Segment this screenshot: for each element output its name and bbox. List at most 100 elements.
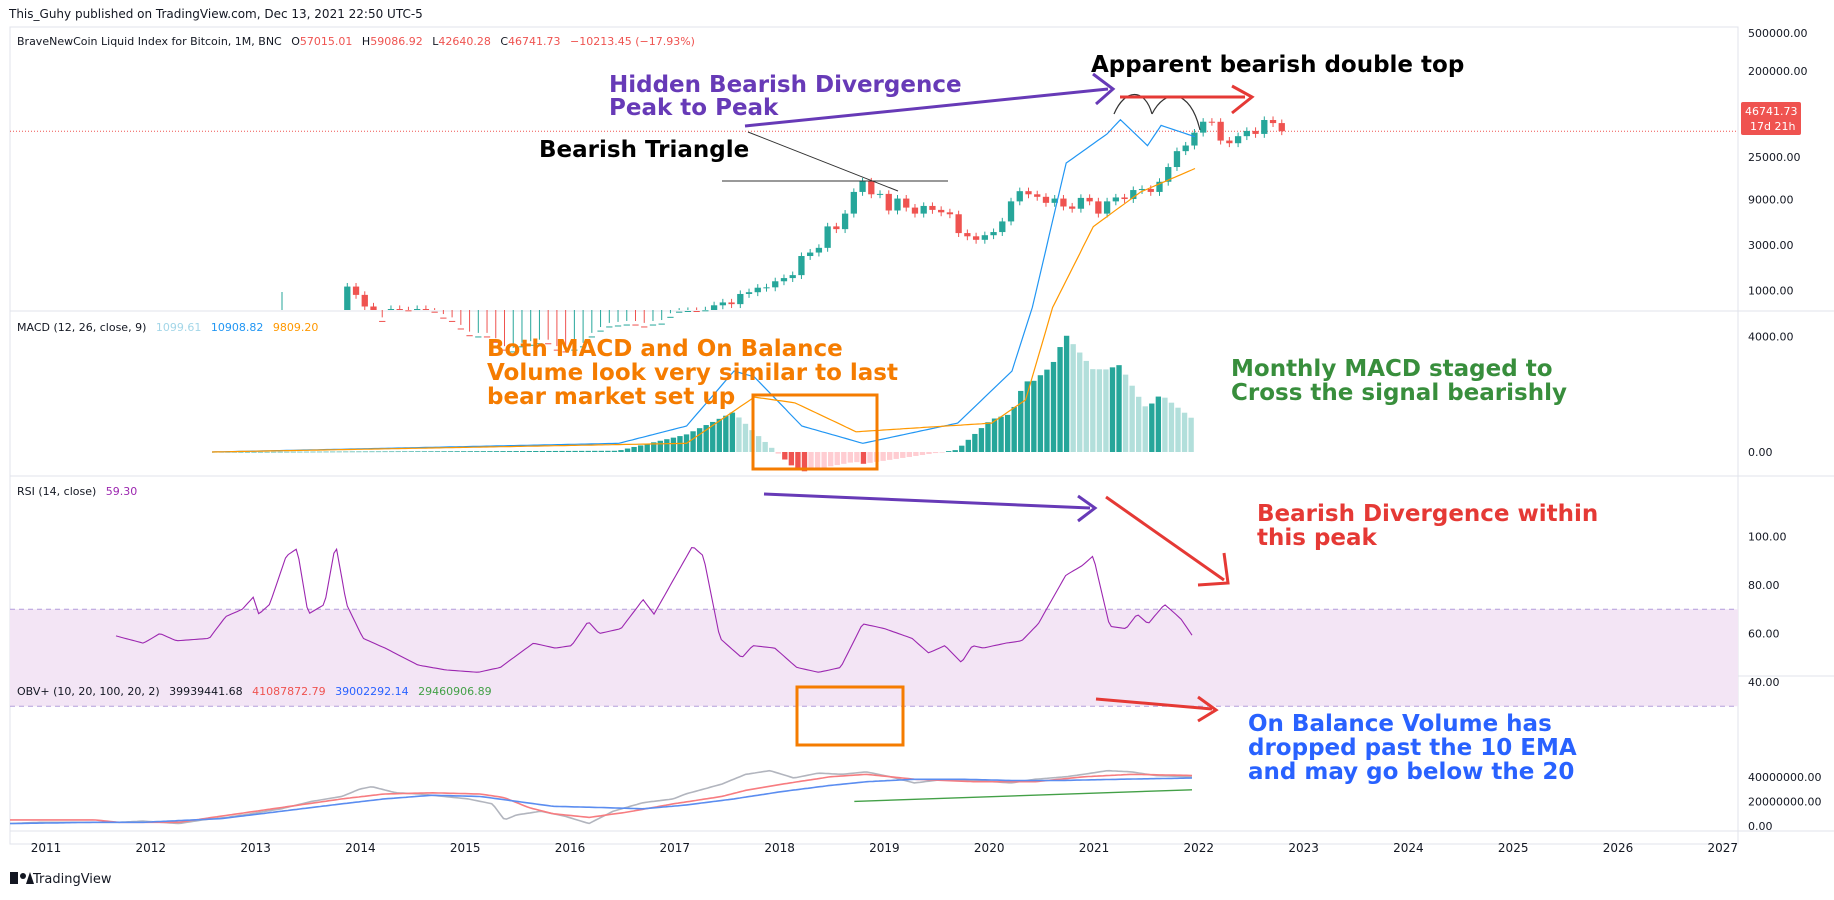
macd-hist-bar-20: [343, 451, 349, 453]
logo-mark-bar: [10, 872, 18, 884]
candle-body-39: [684, 310, 692, 312]
time-tick-2014: 2014: [345, 841, 376, 855]
macd-hist-bar-37: [454, 451, 460, 452]
macd-hist-bar-55: [572, 450, 578, 452]
candle-body-70: [955, 214, 962, 234]
rsi-legend-name: RSI (14, close): [17, 485, 96, 498]
signal-value: 9809.20: [273, 321, 319, 334]
macd-hist-bar-56: [578, 450, 585, 452]
candle-body-90: [1130, 190, 1137, 200]
time-tick-2015: 2015: [450, 841, 481, 855]
time-tick-2011: 2011: [31, 841, 62, 855]
candle-body-105: [1261, 119, 1268, 134]
price-ticks-label-4: 9000.00: [1748, 193, 1794, 206]
macd-hist-bar-119: [991, 418, 998, 452]
candle-body-99: [1208, 121, 1216, 123]
macd-hist-bar-10: [277, 451, 283, 453]
rsi-ticks-label-2: 80.00: [1748, 579, 1780, 592]
change-value: −10213.45 (−17.93%): [570, 35, 695, 48]
candle-body-33: [632, 324, 639, 326]
macd-hist-bar-13: [297, 451, 303, 453]
obv-ema20-line: [10, 777, 1193, 825]
candle-body-35: [649, 324, 657, 326]
triangle-upper-line: [747, 131, 899, 192]
obv-value-4: 29460906.89: [418, 685, 491, 698]
macd-hist-bar-93: [821, 452, 827, 468]
rsi-line: [115, 547, 1193, 673]
macd-hist-bar-57: [585, 450, 591, 452]
macd-hist-bar-81: [742, 423, 749, 452]
macd-hist-bar-142: [1142, 406, 1148, 452]
macd-hist-bar-26: [382, 451, 388, 453]
macd-hist-bar-8: [264, 451, 270, 453]
candle-body-19: [510, 351, 517, 353]
macd-hist-bar-99: [860, 452, 867, 464]
macd-hist-bar-31: [415, 451, 421, 452]
candle-body-1: [352, 286, 360, 295]
macd-hist-bar-97: [847, 452, 854, 463]
obv-legend: OBV+ (10, 20, 100, 20, 2) 39939441.68 41…: [17, 685, 492, 698]
candle-body-107: [1278, 123, 1285, 132]
macd-hist-bar-129: [1057, 347, 1063, 452]
candle-body-48: [763, 287, 770, 289]
macd-hist-bar-140: [1129, 385, 1135, 452]
macd-highlight-box: [751, 393, 879, 471]
macd-hist-bar-121: [1004, 414, 1011, 452]
candle-body-16: [483, 336, 491, 338]
macd-hist-bar-46: [513, 451, 519, 452]
macd-hist-bar-144: [1155, 396, 1162, 452]
macd-hist-bar-6: [251, 451, 257, 453]
hidden-divergence-arrowhead: [1092, 72, 1116, 106]
macd-hist-bar-108: [919, 452, 926, 456]
macd-hist-bar-25: [375, 451, 382, 453]
candle-body-11: [440, 317, 447, 319]
obv-arrow-line: [1095, 697, 1213, 711]
macd-legend: MACD (12, 26, close, 9) 1099.61 10908.82…: [17, 321, 318, 334]
macd-hist-bar-36: [447, 451, 454, 452]
macd-hist-bar-23: [362, 451, 369, 453]
candle-body-98: [1200, 121, 1207, 133]
candle-body-89: [1121, 197, 1128, 200]
open-label: O: [291, 35, 300, 48]
macd-hist-bar-78: [723, 415, 729, 452]
candle-body-96: [1182, 145, 1189, 152]
candle-body-66: [920, 205, 927, 214]
obv-ticks-label-1: 20000000.00: [1748, 795, 1821, 808]
macd-hist-bar-123: [1018, 390, 1024, 452]
macd-hist-bar-127: [1044, 369, 1050, 452]
macd-hist-bar-28: [395, 451, 401, 453]
candle-body-86: [1095, 201, 1102, 214]
price-ticks-label-5: 25000.00: [1748, 151, 1801, 164]
macd-hist-bar-40: [474, 451, 480, 452]
candle-body-73: [981, 235, 988, 240]
macd-hist-bar-124: [1024, 381, 1030, 452]
close-value: 46741.73: [508, 35, 561, 48]
candle-body-41: [702, 310, 709, 312]
macd-hist-bar-49: [533, 451, 539, 452]
macd-hist-bar-73: [690, 431, 696, 452]
macd-hist-bar-110: [932, 452, 939, 454]
obv-legend-name: OBV+ (10, 20, 100, 20, 2): [17, 685, 160, 698]
macd-obv-label-2: Volume look very similar to last: [487, 360, 898, 386]
close-label: C: [500, 35, 508, 48]
macd-hist-bar-84: [762, 441, 768, 452]
obv-ticks-label-2: 40000000.00: [1748, 771, 1821, 784]
candle-body-79: [1034, 194, 1041, 197]
macd-hist-bar-111: [939, 452, 945, 453]
rsi-divergence-label-2: this peak: [1257, 525, 1378, 551]
monthly-macd-label-1: Monthly MACD staged to: [1231, 356, 1553, 382]
rsi-peak-arrowhead: [1077, 494, 1098, 523]
candle-body-52: [798, 256, 805, 276]
candle-body-15: [475, 336, 482, 338]
macd-hist-bar-29: [402, 451, 408, 453]
macd-hist-bar-83: [755, 436, 762, 452]
time-tick-2022: 2022: [1184, 841, 1215, 855]
macd-hist-bar-4: [238, 451, 244, 453]
obv-ema10-line: [10, 773, 1193, 824]
obv-value-1: 39939441.68: [169, 685, 242, 698]
time-tick-2016: 2016: [555, 841, 586, 855]
macd-hist-bar-134: [1090, 369, 1096, 452]
candle-body-81: [1051, 198, 1058, 203]
macd-hist-bar-104: [893, 452, 899, 459]
candle-body-36: [658, 323, 665, 325]
